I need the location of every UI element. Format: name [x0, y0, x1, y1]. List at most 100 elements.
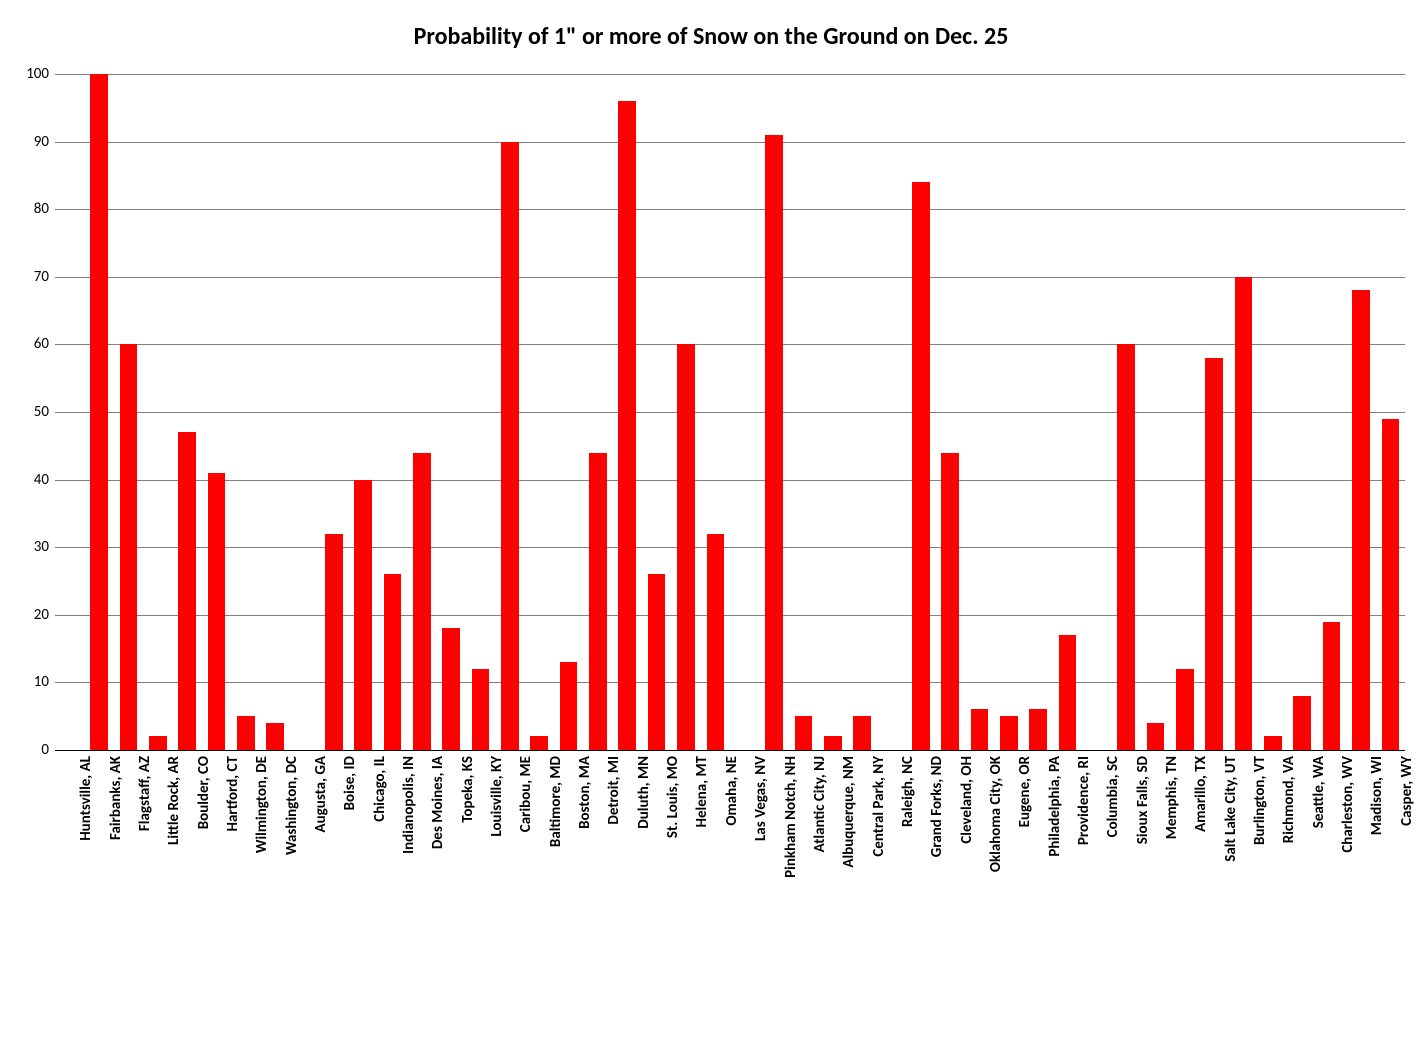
x-axis-label: Richmond, VA	[1280, 756, 1298, 1056]
gridline	[55, 74, 1405, 75]
gridline	[55, 277, 1405, 278]
bar	[442, 628, 460, 750]
bar	[1205, 358, 1223, 750]
gridline	[55, 480, 1405, 481]
x-axis-label: Detroit, MI	[605, 756, 623, 1056]
bar	[912, 182, 930, 750]
y-axis-label: 100	[11, 65, 49, 83]
x-axis-label: Duluth, MN	[635, 756, 653, 1056]
x-axis-label: Grand Forks, ND	[928, 756, 946, 1056]
bar	[237, 716, 255, 750]
x-axis-label: Salt Lake City, UT	[1222, 756, 1240, 1056]
gridline	[55, 344, 1405, 345]
x-axis-label: Providence, RI	[1075, 756, 1093, 1056]
chart-container: Probability of 1" or more of Snow on the…	[0, 0, 1422, 1029]
bar	[1147, 723, 1165, 750]
x-axis-label: Topeka, KS	[459, 756, 477, 1056]
bar	[384, 574, 402, 750]
x-axis-label: Fairbanks, AK	[107, 756, 125, 1056]
bar	[413, 453, 431, 750]
bar	[765, 135, 783, 750]
y-axis-label: 90	[11, 133, 49, 151]
bar	[1029, 709, 1047, 750]
x-axis-label: Indianopolis, IN	[400, 756, 418, 1056]
bar	[472, 669, 490, 750]
bar	[971, 709, 989, 750]
x-axis-label: Albuquerque, NM	[840, 756, 858, 1056]
x-axis-label: Boise, ID	[341, 756, 359, 1056]
x-axis-label: Augusta, GA	[312, 756, 330, 1056]
y-axis-label: 50	[11, 403, 49, 421]
x-axis-label: Atlantic City, NJ	[811, 756, 829, 1056]
x-axis-label: Madison, WI	[1368, 756, 1386, 1056]
bar	[1352, 290, 1370, 750]
bar	[1323, 622, 1341, 750]
bar	[1235, 277, 1253, 750]
y-axis-label: 20	[11, 606, 49, 624]
chart-title: Probability of 1" or more of Snow on the…	[0, 22, 1422, 51]
x-axis-label: Las Vegas, NV	[752, 756, 770, 1056]
x-axis-label: Central Park, NY	[870, 756, 888, 1056]
plot-area	[55, 74, 1405, 751]
x-axis-label: Louisville, KY	[488, 756, 506, 1056]
bar	[677, 344, 695, 750]
x-axis-label: Burlington, VT	[1251, 756, 1269, 1056]
bar	[853, 716, 871, 750]
x-axis-label: Columbia, SC	[1104, 756, 1122, 1056]
bar	[120, 344, 138, 750]
x-axis-label: Amarillo, TX	[1192, 756, 1210, 1056]
bar	[1117, 344, 1135, 750]
x-axis-label: Seattle, WA	[1310, 756, 1328, 1056]
x-axis-label: Huntsville, AL	[77, 756, 95, 1056]
x-axis-label: Memphis, TN	[1163, 756, 1181, 1056]
y-axis-label: 0	[11, 741, 49, 759]
y-axis-label: 80	[11, 200, 49, 218]
bar	[178, 432, 196, 750]
bar	[618, 101, 636, 750]
bar	[266, 723, 284, 750]
gridline	[55, 412, 1405, 413]
x-axis-label: Hartford, CT	[224, 756, 242, 1056]
bar	[941, 453, 959, 750]
bar	[1059, 635, 1077, 750]
bar	[1293, 696, 1311, 750]
bar	[149, 736, 167, 750]
gridline	[55, 209, 1405, 210]
bar	[560, 662, 578, 750]
gridline	[55, 615, 1405, 616]
x-axis-label: Pinkham Notch, NH	[782, 756, 800, 1056]
x-axis-label: St. Louis, MO	[664, 756, 682, 1056]
bar	[824, 736, 842, 750]
bar	[530, 736, 548, 750]
x-axis-label: Sioux Falls, SD	[1134, 756, 1152, 1056]
bar	[589, 453, 607, 750]
x-axis-label: Chicago, IL	[371, 756, 389, 1056]
x-axis-label: Casper, WY	[1398, 756, 1416, 1056]
bar	[1382, 419, 1400, 750]
y-axis-label: 70	[11, 268, 49, 286]
y-axis-label: 30	[11, 538, 49, 556]
x-axis-label: Cleveland, OH	[958, 756, 976, 1056]
gridline	[55, 142, 1405, 143]
bar	[1264, 736, 1282, 750]
x-axis-label: Boston, MA	[576, 756, 594, 1056]
x-axis-label: Des Moines, IA	[429, 756, 447, 1056]
bar	[1000, 716, 1018, 750]
bar	[354, 480, 372, 750]
x-axis-label: Oklahoma City, OK	[987, 756, 1005, 1056]
x-axis-label: Caribou, ME	[517, 756, 535, 1056]
x-axis-label: Philadelphia, PA	[1046, 756, 1064, 1056]
x-axis-label: Raleigh, NC	[899, 756, 917, 1056]
bar	[90, 74, 108, 750]
bar	[325, 534, 343, 750]
x-axis-label: Omaha, NE	[723, 756, 741, 1056]
x-axis-label: Flagstaff, AZ	[136, 756, 154, 1056]
bar	[707, 534, 725, 750]
y-axis-label: 10	[11, 673, 49, 691]
x-axis-label: Charleston, WV	[1339, 756, 1357, 1056]
gridline	[55, 547, 1405, 548]
bar	[795, 716, 813, 750]
y-axis-label: 40	[11, 471, 49, 489]
bar	[208, 473, 226, 750]
x-axis-label: Helena, MT	[693, 756, 711, 1056]
